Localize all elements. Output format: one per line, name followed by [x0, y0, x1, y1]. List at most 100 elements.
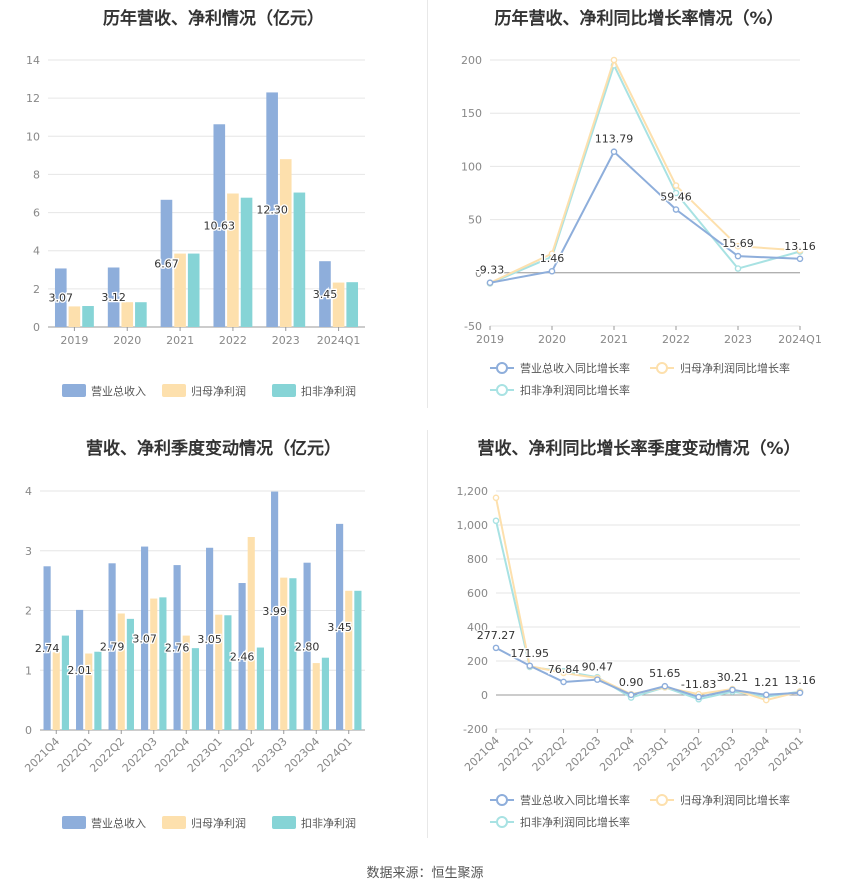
bar-2: [121, 302, 134, 327]
legend-swatch: [272, 384, 296, 397]
y-tick-label: 600: [467, 587, 488, 600]
y-tick-label: 1,200: [457, 485, 489, 498]
bar-1: [54, 268, 67, 327]
bar-3: [224, 615, 232, 730]
y-tick-label: 12: [26, 92, 40, 105]
y-tick-label: 0: [25, 724, 32, 737]
data-label: 3.45: [313, 288, 338, 301]
bar-1: [206, 547, 214, 730]
data-label: 13.16: [784, 674, 816, 687]
bar-2: [174, 253, 186, 327]
data-label: 3.07: [132, 632, 157, 645]
series-point-1: [548, 267, 556, 275]
series-line-1: [489, 150, 801, 284]
data-label: -9.33: [476, 264, 504, 277]
series-point-1: [796, 689, 804, 697]
x-tick-label: 2021Q4: [22, 735, 62, 775]
y-tick-label: 0: [481, 689, 488, 702]
legend-marker: [496, 384, 508, 396]
series-point-1: [762, 691, 770, 699]
x-tick-label: 2023: [724, 333, 752, 346]
series-line-2: [495, 497, 801, 702]
data-label: 51.65: [649, 667, 681, 680]
x-tick-label: 2022: [662, 333, 690, 346]
bar-2: [279, 159, 292, 327]
legend-label: 营业总收入同比增长率: [520, 793, 630, 807]
bar-2: [52, 652, 60, 730]
series-point-3: [734, 265, 742, 272]
data-label: 2.79: [100, 641, 125, 654]
x-tick-label: 2022Q1: [496, 734, 536, 774]
bar-3: [346, 282, 359, 327]
x-tick-label: 2021: [166, 334, 194, 347]
y-tick-label: 1,000: [457, 519, 489, 532]
y-tick-label: 200: [467, 655, 488, 668]
legend-label: 归母净利润同比增长率: [680, 793, 790, 807]
x-tick-label: 2023Q4: [732, 734, 772, 774]
x-tick-label: 2024Q1: [766, 734, 806, 774]
data-label: 2.46: [230, 651, 255, 664]
bar-3: [289, 578, 297, 730]
x-tick-label: 2022Q1: [55, 735, 95, 775]
series-line-1: [495, 646, 801, 699]
y-tick-label: 0: [33, 321, 40, 334]
series-line-2: [489, 57, 801, 284]
data-label: 6.67: [154, 257, 179, 270]
bar-3: [82, 306, 94, 327]
series-point-3: [492, 517, 500, 525]
y-tick-label: 0: [475, 267, 482, 280]
x-tick-label: 2019: [476, 333, 504, 346]
series-point-1: [594, 676, 601, 683]
data-label: 3.99: [262, 605, 287, 618]
data-label: 3.05: [197, 633, 222, 646]
bar-1: [266, 92, 278, 328]
y-tick-label: 10: [26, 130, 40, 143]
bar-2: [312, 663, 320, 730]
bar-3: [94, 651, 102, 730]
y-tick-label: 400: [467, 621, 488, 634]
legend-label: 扣非净利润同比增长率: [520, 383, 630, 397]
data-label: 2.74: [35, 642, 60, 655]
legend-swatch: [162, 816, 186, 829]
bar-2: [247, 537, 255, 730]
series-point-2: [610, 56, 618, 64]
x-tick-label: 2023: [272, 334, 300, 347]
bar-1: [271, 491, 279, 730]
y-tick-label: 800: [467, 553, 488, 566]
series-point-1: [492, 644, 500, 652]
x-tick-label: 2022Q4: [152, 735, 192, 775]
data-label: 0.90: [619, 676, 644, 689]
data-label: 76.84: [548, 663, 580, 676]
y-tick-label: 50: [468, 214, 482, 227]
bar-1: [238, 583, 246, 730]
y-tick-label: 14: [26, 54, 40, 67]
bar-2: [215, 614, 223, 730]
chart-title: 营收、净利同比增长率季度变动情况（%）: [477, 439, 801, 459]
legend-swatch: [62, 384, 86, 397]
annual-amount-plot: 0 2 4 6 8 10 12 14 3.07 3.12 6.67 10.63 12.30 3.45 201…: [26, 54, 365, 398]
x-tick-label: 2021Q4: [462, 734, 502, 774]
data-label: 10.63: [204, 220, 236, 233]
series-point-1: [695, 693, 702, 701]
data-label: 277.27: [477, 629, 516, 642]
bar-1: [303, 562, 311, 730]
quarterly-growth-chart: 营收、净利同比增长率季度变动情况（%） -200 0 200 400 600 800 1,0…: [428, 430, 850, 840]
data-label: 2.76: [165, 642, 190, 655]
legend-swatch: [62, 816, 86, 829]
x-tick-label: 2024Q1: [317, 334, 361, 347]
series-point-1: [486, 279, 494, 287]
series-point-1: [526, 662, 534, 670]
quarterly-amount-chart: 营收、净利季度变动情况（亿元） 0 1 2 3 4 2.74 2.01 2.79 3.07 2.7…: [0, 430, 427, 840]
series-point-2: [796, 247, 804, 254]
chart-title: 历年营收、净利情况（亿元）: [103, 9, 324, 29]
legend-swatch: [272, 816, 296, 829]
data-label: 2.80: [295, 640, 320, 653]
legend-label: 扣非净利润: [301, 384, 356, 398]
data-label: 171.95: [511, 647, 550, 660]
y-tick-label: 8: [33, 168, 40, 181]
legend-marker: [656, 794, 668, 806]
bar-2: [150, 598, 158, 730]
data-label: 1.46: [540, 252, 565, 265]
x-tick-label: 2020: [538, 333, 566, 346]
quarterly-growth-plot: -200 0 200 400 600 800 1,000 1,200 277.27 171.95 7…: [457, 485, 818, 829]
